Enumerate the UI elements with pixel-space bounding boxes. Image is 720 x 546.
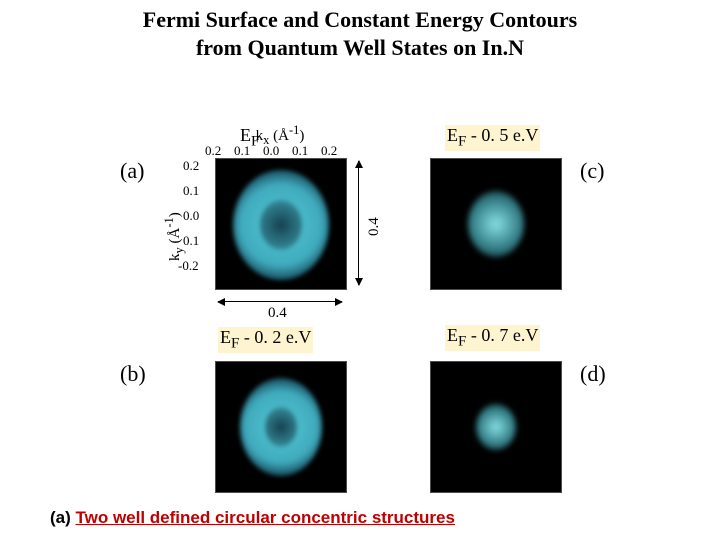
panel-label-d: (d) — [580, 361, 606, 387]
panel-label-c: (c) — [580, 158, 604, 184]
dim-label-v: 0.4 — [366, 217, 383, 236]
panel-c-glow — [468, 191, 524, 257]
ytick-4: -0.2 — [178, 258, 199, 274]
panel-label-b: (b) — [120, 361, 146, 387]
dim-arrow-vertical — [358, 161, 359, 285]
panel-c — [430, 158, 562, 290]
caption: (a) Two well defined circular concentric… — [50, 508, 455, 528]
dim-label-h: 0.4 — [268, 305, 287, 322]
panel-b-inner-dark — [265, 407, 297, 447]
figure-panels: EF EF - 0. 5 e.V EF - 0. 2 e.V EF - 0. 7… — [0, 61, 720, 501]
xtick-0: 0.2 — [205, 143, 221, 159]
caption-rest: Two well defined circular concentric str… — [76, 508, 455, 527]
dim-arrow-horizontal — [218, 301, 342, 302]
panel-d — [430, 361, 562, 493]
ytick-3: 0.1 — [183, 233, 199, 249]
caption-lead: (a) — [50, 508, 76, 527]
xtick-1: 0.1 — [234, 143, 250, 159]
energy-label-d: EF - 0. 7 e.V — [445, 325, 540, 351]
title-line2: from Quantum Well States on In.N — [196, 35, 524, 60]
energy-label-c: EF - 0. 5 e.V — [445, 125, 540, 151]
xtick-2: 0.0 — [263, 143, 279, 159]
energy-label-b: EF - 0. 2 e.V — [218, 327, 313, 353]
ytick-0: 0.2 — [183, 158, 199, 174]
panel-a-inner-dark — [260, 200, 302, 250]
panel-d-glow — [476, 404, 516, 450]
ytick-1: 0.1 — [183, 183, 199, 199]
ytick-2: 0.0 — [183, 208, 199, 224]
xtick-3: 0.1 — [292, 143, 308, 159]
panel-b — [215, 361, 347, 493]
title-line1: Fermi Surface and Constant Energy Contou… — [143, 7, 578, 32]
xtick-4: 0.2 — [321, 143, 337, 159]
panel-a — [215, 158, 347, 290]
panel-label-a: (a) — [120, 158, 144, 184]
